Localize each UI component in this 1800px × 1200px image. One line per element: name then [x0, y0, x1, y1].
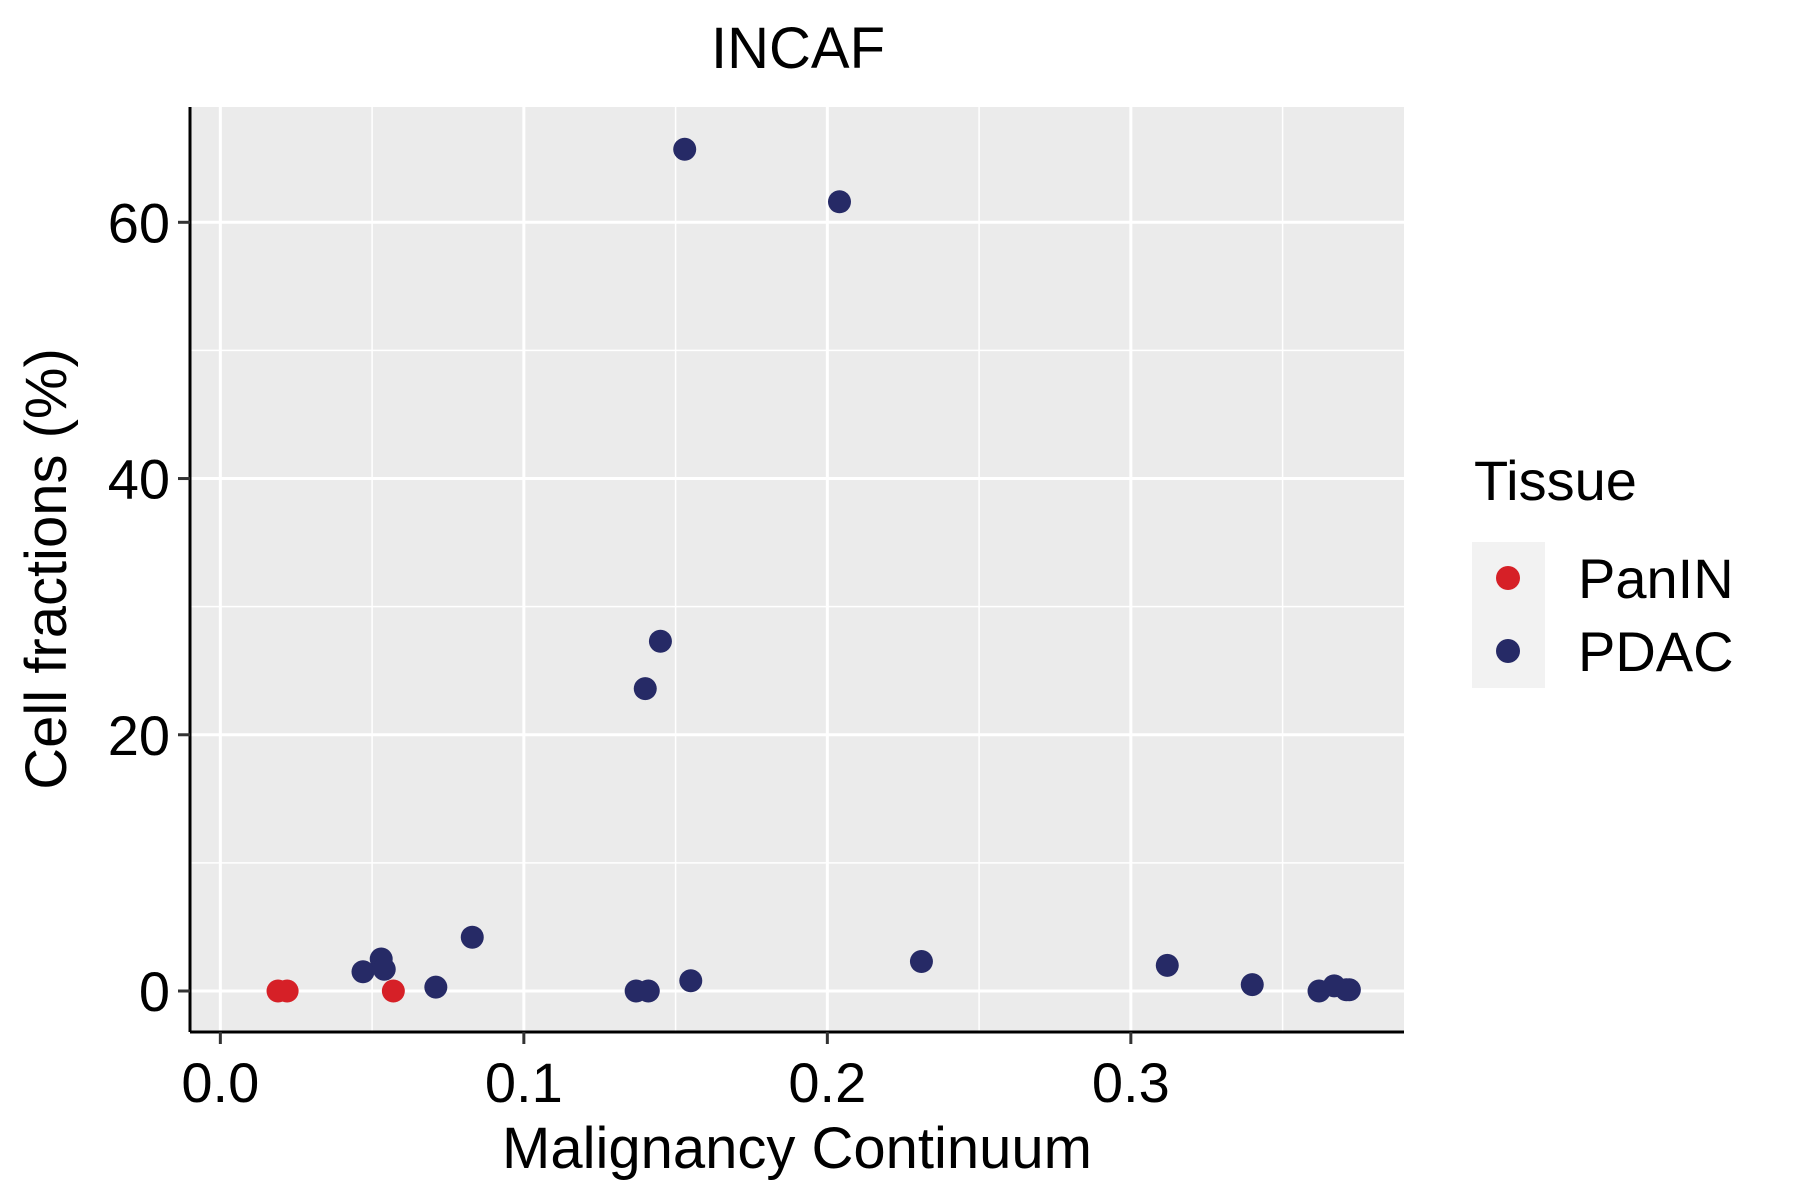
minor-gridlines — [190, 107, 1404, 1032]
data-point-panin — [381, 979, 405, 1003]
data-point-panin — [275, 979, 299, 1003]
legend-label-pdac: PDAC — [1578, 620, 1734, 683]
data-point-pdac — [1337, 978, 1361, 1002]
y-tick-label: 40 — [108, 448, 170, 511]
legend-key-background — [1472, 542, 1545, 688]
data-points — [266, 137, 1361, 1003]
data-point-pdac — [424, 975, 448, 999]
data-point-pdac — [827, 190, 851, 214]
data-point-pdac — [1240, 973, 1264, 997]
data-point-pdac — [372, 957, 396, 981]
y-tick-label: 0 — [139, 960, 170, 1023]
data-point-pdac — [909, 950, 933, 974]
legend-title: Tissue — [1474, 449, 1637, 512]
chart-title: INCAF — [711, 16, 885, 81]
data-point-pdac — [648, 629, 672, 653]
x-tick-label: 0.3 — [1092, 1051, 1170, 1114]
y-tick-label: 20 — [108, 704, 170, 767]
data-point-pdac — [673, 137, 697, 161]
data-point-pdac — [679, 969, 703, 993]
legend-key-pdac — [1496, 639, 1520, 663]
legend: Tissue PanIN PDAC — [1472, 449, 1734, 688]
data-point-pdac — [633, 677, 657, 701]
data-point-pdac — [351, 960, 375, 984]
x-tick-label: 0.1 — [485, 1051, 563, 1114]
major-gridlines — [190, 107, 1404, 1032]
y-tick-label: 60 — [108, 191, 170, 254]
data-point-pdac — [636, 979, 660, 1003]
data-point-pdac — [1155, 953, 1179, 977]
x-tick-label: 0.2 — [788, 1051, 866, 1114]
x-axis-title: Malignancy Continuum — [502, 1116, 1092, 1181]
legend-label-panin: PanIN — [1578, 547, 1734, 610]
plot-panel — [190, 107, 1404, 1032]
legend-key-panin — [1496, 566, 1520, 590]
y-axis-ticks: 0 20 40 60 — [108, 191, 190, 1023]
y-axis-title: Cell fractions (%) — [14, 348, 79, 790]
x-tick-label: 0.0 — [181, 1051, 259, 1114]
x-axis-ticks: 0.0 0.1 0.2 0.3 — [181, 1032, 1170, 1114]
data-point-pdac — [460, 925, 484, 949]
